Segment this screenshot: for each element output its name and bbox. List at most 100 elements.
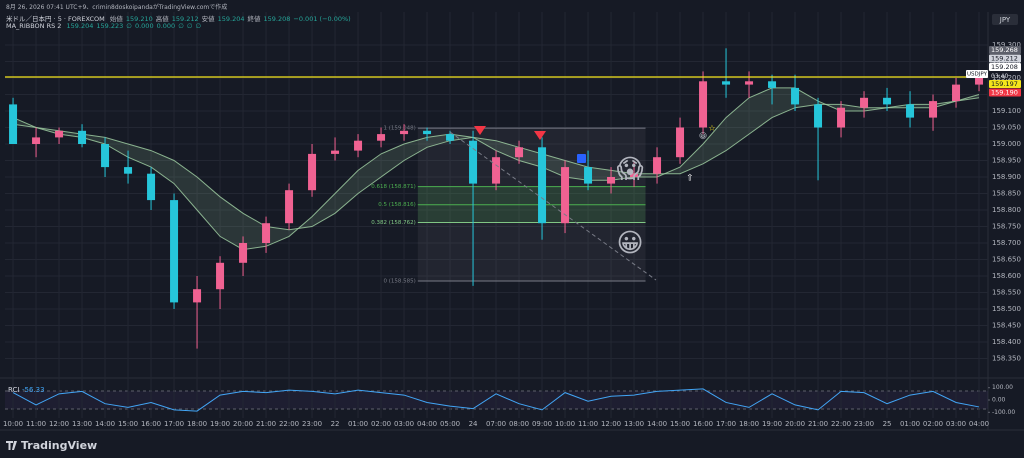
candle-body xyxy=(285,190,294,224)
candle-body xyxy=(469,140,478,184)
x-tick-label: 17:00 xyxy=(716,420,736,428)
candle-body xyxy=(722,81,731,85)
symbol-tag: USDJPY xyxy=(967,72,988,78)
currency-box xyxy=(992,14,1018,25)
emoji-small: 😀 xyxy=(699,132,707,141)
icon xyxy=(577,154,586,163)
candle-body xyxy=(101,144,110,168)
x-tick-label: 03:00 xyxy=(394,420,414,428)
y-tick-label: 158.350 xyxy=(992,355,1021,363)
candle-body xyxy=(55,130,64,138)
candle-body xyxy=(400,130,409,135)
x-tick-label: 20:00 xyxy=(233,420,253,428)
x-tick-label: 15:00 xyxy=(670,420,690,428)
y-tick-label: 159.300 xyxy=(992,41,1021,49)
x-tick-label: 18:00 xyxy=(187,420,207,428)
fib-label: 0.382 (158.762) xyxy=(371,220,416,226)
candle-body xyxy=(837,107,846,128)
candle-body xyxy=(515,147,524,158)
candles xyxy=(5,48,988,349)
symbol-tag-box xyxy=(966,70,988,78)
price-tag xyxy=(989,88,1021,97)
candle-body xyxy=(423,130,432,135)
candle-body xyxy=(239,243,248,263)
ohlc-label: 終値 xyxy=(247,15,261,23)
trend-line xyxy=(449,131,657,281)
rci-line xyxy=(12,388,980,412)
candle-body xyxy=(791,87,800,105)
candle-body xyxy=(607,177,616,184)
candle-body xyxy=(78,130,87,144)
candle-body xyxy=(883,97,892,105)
y-tick-label: 158.700 xyxy=(992,239,1021,247)
x-tick-label: 02:00 xyxy=(923,420,943,428)
currency: JPY xyxy=(999,16,1011,24)
legend: 米ドル／日本円 · 5 · FOREXCOM 始値 159.210 高値 159.21… xyxy=(6,13,354,23)
candle-body xyxy=(9,104,18,144)
candle-body xyxy=(538,147,547,224)
candle-body xyxy=(262,223,271,243)
candle-body xyxy=(308,153,317,191)
price-tag xyxy=(989,54,1021,63)
candle-body xyxy=(745,81,754,85)
x-tick-label: 16:00 xyxy=(141,420,161,428)
x-tick-label: 01:00 xyxy=(348,420,368,428)
x-tick-label: 22:00 xyxy=(279,420,299,428)
candle-body xyxy=(561,167,570,224)
indicator-value: 159.204 xyxy=(66,22,94,30)
grid xyxy=(5,12,988,418)
fib-label: 1 (159.048) xyxy=(384,126,416,132)
x-tick-label: 10:00 xyxy=(3,420,23,428)
y-tick-label: 159.050 xyxy=(992,124,1021,132)
price-tag xyxy=(989,80,1021,88)
indicator-value: ∅ xyxy=(126,22,132,30)
marker-down xyxy=(474,126,486,135)
y-tick-label: 158.450 xyxy=(992,322,1021,330)
candle-body xyxy=(354,140,363,151)
fib-label: 0.618 (158.871) xyxy=(371,184,416,190)
star: ☆ xyxy=(708,124,715,133)
x-tick-label: 11:00 xyxy=(578,420,598,428)
ohlc-value: 159.208 xyxy=(263,15,291,23)
x-tick-label: 18:00 xyxy=(739,420,759,428)
x-tick-label: 21:00 xyxy=(256,420,276,428)
y-tick-label: 158.650 xyxy=(992,256,1021,264)
x-tick-label: 15:00 xyxy=(118,420,138,428)
x-tick-label: 04:00 xyxy=(969,420,989,428)
indicator-value: ∅ xyxy=(186,22,193,30)
x-tick-label: 22 xyxy=(331,420,340,428)
candle-body xyxy=(331,150,340,154)
ribbon-fill xyxy=(13,87,980,250)
emoji-grin: 😀 xyxy=(616,229,643,259)
candle-body xyxy=(216,262,225,290)
x-tick-label: 22:00 xyxy=(831,420,851,428)
rci-tick-label: 0.00 xyxy=(992,397,1006,404)
y-tick-label: 158.600 xyxy=(992,272,1021,280)
y-tick-label: 158.900 xyxy=(992,173,1021,181)
x-tick-label: 12:00 xyxy=(49,420,69,428)
indicator-legend: MA_RIBBON RS 2 159.204 159.223 ∅ 0.000 0.000… xyxy=(6,22,204,30)
arrow-up: ⇧ xyxy=(686,174,694,184)
indicator-value: 0.000 xyxy=(134,22,154,30)
x-tick-label: 11:00 xyxy=(26,420,46,428)
rci-pane: 100.00 0.00 -100.00 xyxy=(12,384,1015,416)
x-tick-label: 04:00 xyxy=(417,420,437,428)
created-note: 8月 26, 2026 07:41 UTC+9、crimin8doskoipan… xyxy=(6,4,228,11)
rci-tick-label: 100.00 xyxy=(992,384,1013,391)
price-tag-label: 159.197 xyxy=(991,80,1018,88)
y-tick-label: 158.800 xyxy=(992,206,1021,214)
fib-retracement: 1 (159.048) 0.618 (158.871) 0.5 (158.816) 0… xyxy=(371,126,646,284)
rci-label: RCI xyxy=(8,386,19,394)
x-tick-label: 08:00 xyxy=(509,420,529,428)
countdown: 03:40 xyxy=(991,73,1008,80)
x-tick-label: 14:00 xyxy=(647,420,667,428)
fib-label: 0.5 (158.816) xyxy=(378,202,416,208)
candle-body xyxy=(906,104,915,118)
price-tag-label: 159.190 xyxy=(991,89,1018,97)
rci-value: -56.33 xyxy=(22,386,45,394)
x-tick-label: 21:00 xyxy=(808,420,828,428)
x-tick-label: 10:00 xyxy=(555,420,575,428)
x-tick-label: 07:00 xyxy=(486,420,506,428)
x-tick-label: 16:00 xyxy=(693,420,713,428)
candle-body xyxy=(193,289,202,303)
